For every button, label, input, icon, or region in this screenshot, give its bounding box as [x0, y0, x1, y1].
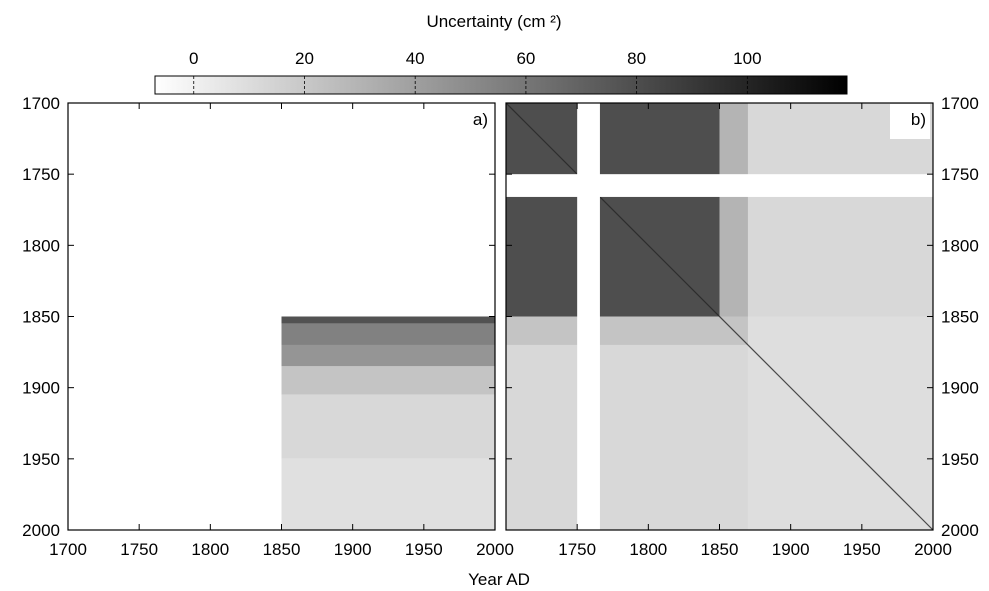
x-tick-label: 1950: [843, 540, 881, 559]
y-tick-label: 1950: [22, 450, 60, 469]
y-tick-label: 2000: [941, 521, 979, 540]
x-tick-label: 1750: [558, 540, 596, 559]
y-tick-label: 1700: [22, 94, 60, 113]
heatmap-band: [281, 458, 495, 530]
panel-a-heatmap: [281, 316, 495, 530]
heatmap-band: [281, 344, 495, 367]
panel-b-axes: 1750 1800 1850 1900 1950 2000 1700 1750 1800 1850…: [506, 94, 979, 559]
x-tick-label: 1900: [772, 540, 810, 559]
y-tick-label: 1750: [22, 165, 60, 184]
colorbar-gradient: [154, 75, 848, 95]
colorbar-tick-label: 20: [295, 49, 314, 68]
panel-b-label: b): [911, 110, 926, 129]
panel-a: a) 1700 1750 1800 1850 1900 1950 2000170017501…: [22, 94, 514, 559]
panel-b-heatmap: [505, 102, 934, 531]
colorbar-tick-label: 0: [189, 49, 198, 68]
panel-b: b) 1750 1800 1850 1900 1950 20001700175018001…: [505, 94, 979, 559]
x-tick-label: 1850: [263, 540, 301, 559]
heatmap-block: [506, 316, 748, 345]
panel-a-label: a): [473, 110, 488, 129]
y-tick-label: 1750: [941, 165, 979, 184]
y-tick-label: 1850: [22, 308, 60, 327]
x-tick-label: 1900: [334, 540, 372, 559]
colorbar-tick-label: 40: [406, 49, 425, 68]
y-tick-label: 1850: [941, 308, 979, 327]
colorbar-tick-label: 80: [627, 49, 646, 68]
missing-data-gap-horizontal: [506, 174, 933, 197]
heatmap-band: [281, 323, 495, 345]
x-tick-label: 1800: [191, 540, 229, 559]
colorbar-label: Uncertainty (cm ²): [426, 12, 561, 31]
y-tick-label: 2000: [22, 521, 60, 540]
y-tick-label: 1900: [941, 379, 979, 398]
y-tick-label: 1950: [941, 450, 979, 469]
x-tick-label: 1800: [629, 540, 667, 559]
heatmap-band: [281, 394, 495, 459]
x-tick-label: 1750: [120, 540, 158, 559]
heatmap-block: [719, 103, 748, 317]
missing-data-gap-vertical: [577, 103, 600, 530]
x-tick-label: 1850: [701, 540, 739, 559]
x-tick-label: 1700: [49, 540, 87, 559]
x-tick-label: 1950: [405, 540, 443, 559]
y-tick-label: 1900: [22, 379, 60, 398]
colorbar-ticks: 0 20 40 60 80 100: [189, 49, 762, 94]
x-tick-label: 2000: [914, 540, 952, 559]
colorbar: Uncertainty (cm ²) 0 20 40 60 80 100: [154, 12, 848, 95]
y-tick-label: 1700: [941, 94, 979, 113]
heatmap-block: [747, 316, 933, 530]
panel-a-axes: 1700 1750 1800 1850 1900 1950 2000170017501800…: [22, 94, 514, 559]
x-axis-title: Year AD: [468, 570, 530, 589]
colorbar-tick-label: 60: [516, 49, 535, 68]
heatmap-block: [506, 344, 748, 530]
colorbar-tick-label: 100: [733, 49, 761, 68]
heatmap-band: [281, 366, 495, 395]
panel-b-label-box: [890, 104, 930, 139]
y-tick-label: 1800: [22, 236, 60, 255]
heatmap-band: [281, 316, 495, 324]
x-tick-label: 2000: [476, 540, 514, 559]
y-tick-label: 1800: [941, 236, 979, 255]
